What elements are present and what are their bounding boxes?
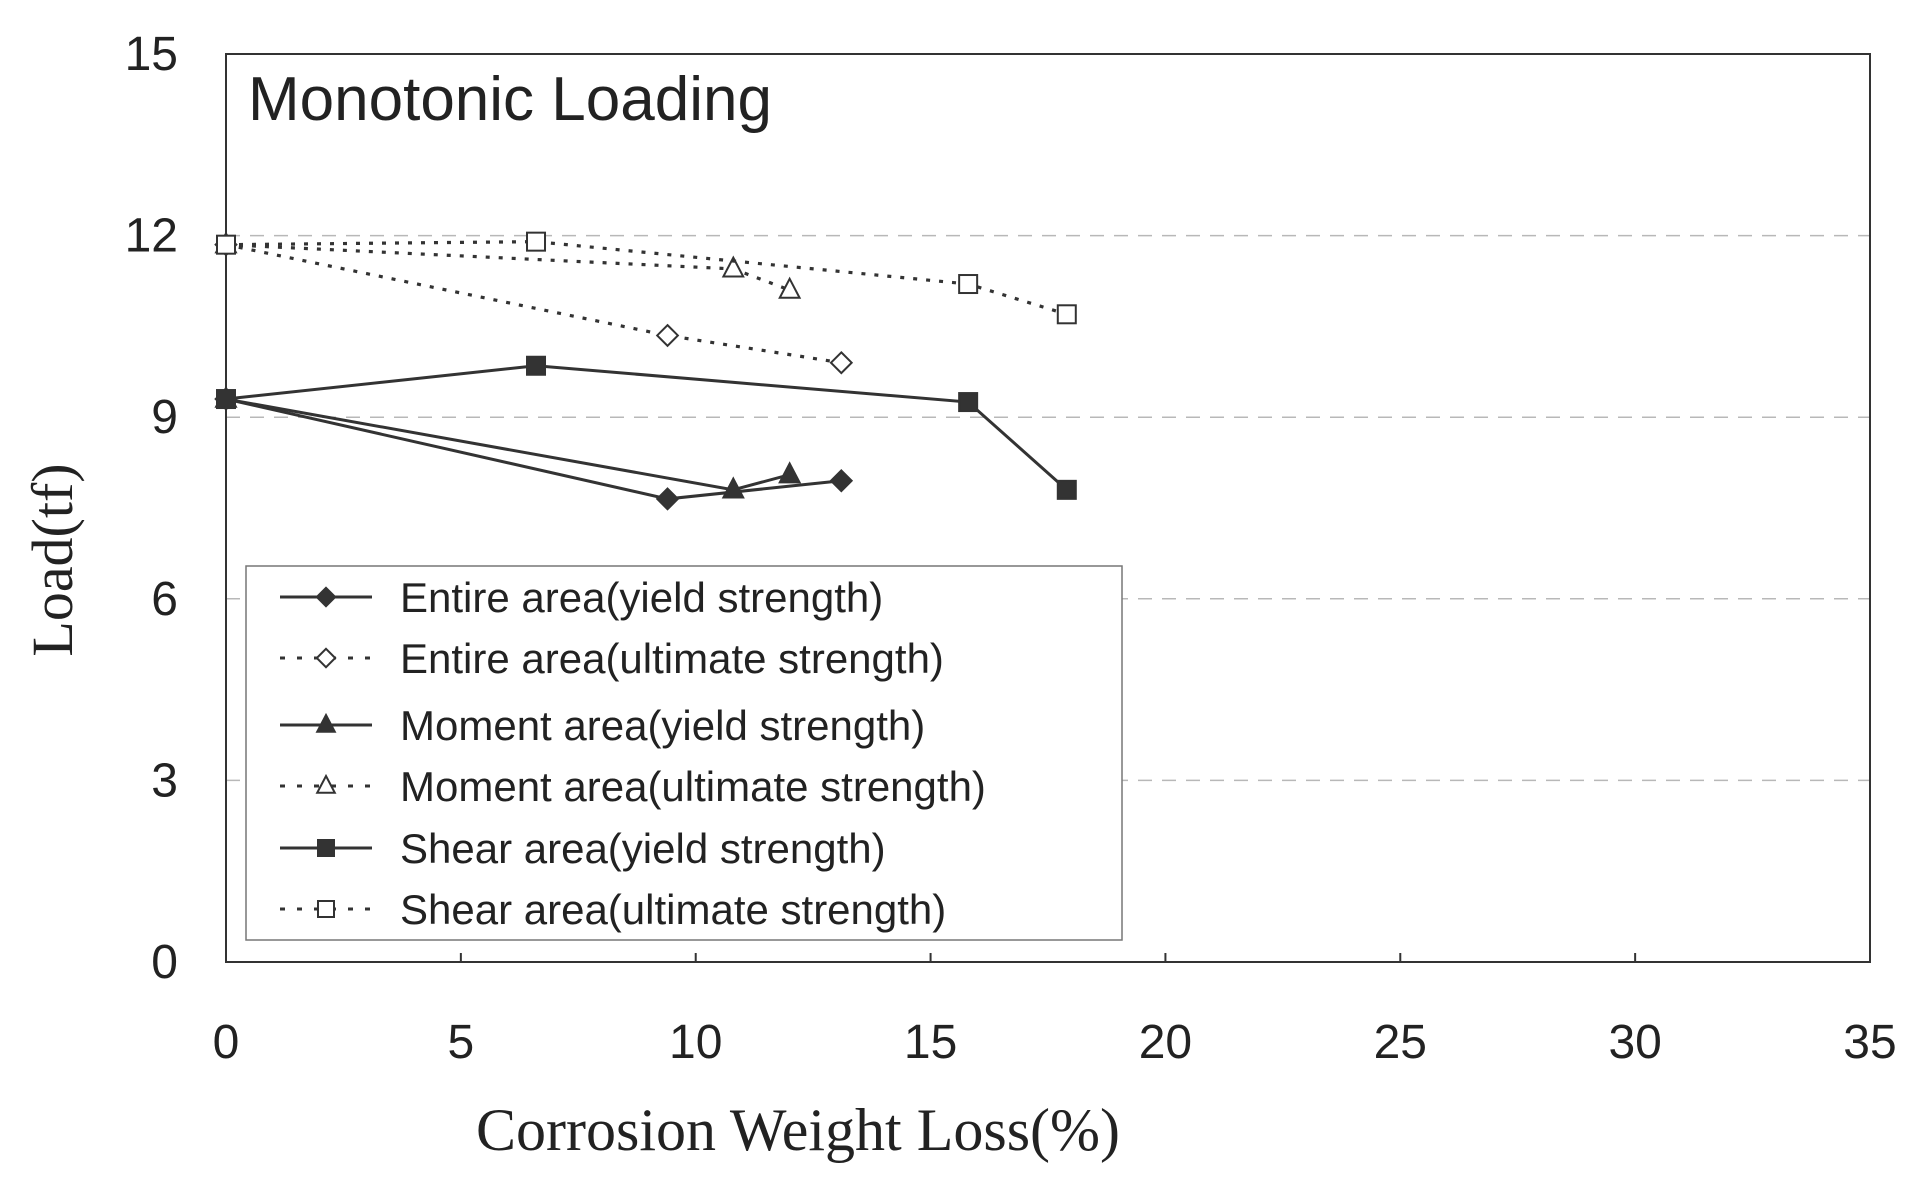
series-5-point-3 xyxy=(1056,304,1077,325)
y-axis-label: Load(tf) xyxy=(20,463,85,656)
y-tick-label-5: 15 xyxy=(125,28,178,81)
series-2-point-2 xyxy=(778,461,802,484)
x-tick-label-4: 20 xyxy=(1139,1016,1192,1069)
x-tick-label-1: 5 xyxy=(448,1016,475,1069)
series-line-0 xyxy=(225,397,842,501)
series-line-4 xyxy=(225,364,1068,491)
series-5-point-0 xyxy=(216,234,236,255)
y-tick-label-0: 0 xyxy=(151,936,178,989)
series-4-point-3 xyxy=(1056,479,1077,500)
series-3 xyxy=(214,231,802,299)
y-tick-label-3: 9 xyxy=(151,391,178,444)
legend-box xyxy=(245,565,1123,941)
x-tick-label-7: 35 xyxy=(1843,1016,1896,1069)
series-3-point-2 xyxy=(778,276,802,299)
series-5-point-1 xyxy=(526,231,547,252)
legend-marker-4 xyxy=(317,839,335,857)
series-4-point-1 xyxy=(526,355,547,376)
series-4 xyxy=(216,355,1077,500)
series-4-point-0 xyxy=(216,389,236,410)
series-0-point-1 xyxy=(655,487,680,511)
legend-label-4: Shear area(yield strength) xyxy=(400,825,886,872)
legend-label-2: Moment area(yield strength) xyxy=(400,702,925,749)
x-axis-label: Corrosion Weight Loss(%) xyxy=(476,1097,1120,1163)
legend-marker-0 xyxy=(315,586,337,608)
chart-title: Monotonic Loading xyxy=(248,65,772,134)
series-layer xyxy=(214,231,1077,511)
legend-marker-1 xyxy=(315,647,337,669)
legend-marker-3 xyxy=(315,773,337,794)
series-line-3 xyxy=(225,243,791,292)
x-tick-label-6: 30 xyxy=(1608,1016,1661,1069)
series-0-point-2 xyxy=(829,468,854,493)
x-tick-label-5: 25 xyxy=(1374,1016,1427,1069)
legend-marker-5 xyxy=(317,900,335,918)
x-tick-label-0: 0 xyxy=(213,1016,240,1069)
series-0 xyxy=(214,387,854,511)
y-tick-label-1: 3 xyxy=(151,754,178,807)
series-2-point-1 xyxy=(721,476,745,499)
series-5-point-2 xyxy=(958,274,979,295)
series-1-point-1 xyxy=(655,323,680,348)
y-tick-label-2: 6 xyxy=(151,573,178,626)
legend-label-0: Entire area(yield strength) xyxy=(400,574,883,621)
series-4-point-2 xyxy=(958,392,979,413)
series-3-point-1 xyxy=(721,255,745,278)
legend-items: Entire area(yield strength) Entire area(u… xyxy=(280,574,986,933)
x-tick-label-2: 10 xyxy=(669,1016,722,1069)
tick-layer: 0 3 6 9 12 15 0 5 10 15 20 25 30 35 xyxy=(125,28,1897,1069)
y-tick-label-4: 12 xyxy=(125,210,178,263)
series-5 xyxy=(216,231,1077,325)
series-line-2 xyxy=(225,397,791,492)
x-tick-label-3: 15 xyxy=(904,1016,957,1069)
legend-label-3: Moment area(ultimate strength) xyxy=(400,763,986,810)
series-line-5 xyxy=(225,240,1068,316)
legend-label-1: Entire area(ultimate strength) xyxy=(400,635,944,682)
legend-label-5: Shear area(ultimate strength) xyxy=(400,886,946,933)
series-2 xyxy=(214,385,802,499)
series-line-1 xyxy=(225,243,842,365)
series-1 xyxy=(214,232,854,375)
series-1-point-2 xyxy=(829,350,854,375)
legend-marker-2 xyxy=(315,712,337,733)
plot-frame xyxy=(225,53,1871,963)
legend: Entire area(yield strength) Entire area(u… xyxy=(245,565,1123,941)
